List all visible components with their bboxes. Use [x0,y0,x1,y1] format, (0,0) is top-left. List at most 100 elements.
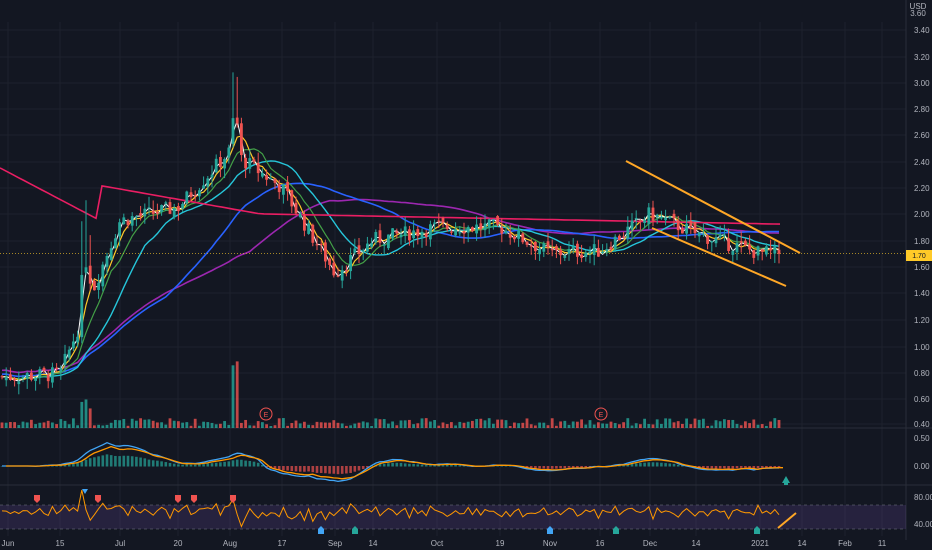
candle-body [513,236,516,240]
candle-body [672,213,676,219]
candle-body [647,207,651,225]
macd-histogram-bar [67,464,71,467]
candle-body [387,234,390,249]
macd-histogram-bar [261,464,264,467]
candle-body [592,244,596,256]
volume-bar [546,425,550,428]
volume-bar [261,422,264,428]
volume-bar [55,424,58,428]
macd-histogram-bar [235,459,239,467]
macd-histogram-bar [147,459,151,467]
candle-body [437,220,441,222]
candle-body [223,159,226,169]
volume-bar [391,421,394,428]
rsi-sell-marker-icon [34,495,40,503]
macd-histogram-bar [126,455,130,467]
macd-histogram-bar [739,466,743,468]
macd-histogram-bar [504,465,508,467]
volume-bar [130,418,134,428]
macd-histogram-bar [307,466,310,472]
macd-histogram-bar [265,466,268,468]
volume-bar [160,422,163,428]
volume-bar [483,420,487,428]
y-tick-label: 2.00 [914,210,930,219]
volume-bar [198,425,201,428]
rsi-sell-marker-icon [95,495,101,503]
volume-bar [424,418,428,428]
current-price-badge [906,250,932,261]
macd-histogram-bar [84,459,88,467]
candle-body [101,264,105,287]
macd-histogram-bar [676,464,680,467]
volume-bar [101,425,105,428]
macd-histogram-bar [168,462,172,467]
volume-bar [475,419,478,428]
volume-bar [756,424,760,428]
candle-body [366,243,369,252]
volume-bar [46,420,50,428]
volume-bar [256,421,260,428]
candle-body [357,245,361,255]
candle-body [693,221,697,233]
volume-bar [445,424,449,428]
macd-histogram-bar [55,465,58,467]
macd-histogram-bar [403,463,407,467]
x-tick-label: Jul [115,539,125,548]
candle-body [361,250,365,252]
volume-bar [685,418,688,428]
y-tick-label: 2.60 [914,131,930,140]
macd-histogram-bar [248,461,252,467]
macd-histogram-bar [219,462,222,467]
volume-bar [773,418,777,428]
volume-bar [378,419,382,428]
candle-body [214,158,218,173]
macd-histogram-bar [252,461,256,467]
volume-bar [748,423,751,428]
volume-bar [93,425,96,428]
candle-body [193,195,197,197]
macd-histogram-bar [508,465,512,467]
candle-body [59,368,63,372]
y-tick-label: 1.40 [914,289,930,298]
candle-body [370,243,373,247]
candle-body [702,233,705,235]
volume-bar [51,422,54,428]
x-tick-label: Aug [223,539,237,548]
macd-histogram-bar [744,466,747,468]
volume-bar [282,418,285,428]
candle-body [433,222,436,224]
volume-bar [542,422,546,428]
volume-bar [80,401,84,428]
macd-histogram-bar [256,462,260,467]
volume-bar [374,418,378,428]
volume-bar [4,422,8,428]
y-tick-label: 2.20 [914,184,930,193]
volume-bar [387,423,390,428]
volume-bar [643,418,646,428]
macd-histogram-bar [563,466,567,469]
candle-body [349,254,352,272]
candle-body [80,274,84,338]
candle-body [420,231,424,239]
volume-bar [177,421,180,428]
volume-bar [567,424,571,428]
macd-histogram-bar [618,465,621,467]
volume-bar [315,421,319,428]
candle-body [399,234,403,238]
macd-histogram-bar [445,464,449,467]
candle-body [765,246,768,255]
trendline-lower [651,227,787,287]
macd-histogram-bar [710,466,714,469]
candle-body [416,229,420,237]
top-price-label: 3.60 [910,9,926,18]
volume-bar [84,399,88,428]
volume-bar [219,423,222,428]
volume-bar [584,424,588,428]
candle-body [135,216,138,218]
candle-body [496,216,499,225]
macd-histogram-bar [655,462,659,467]
volume-bar [420,418,424,428]
candle-body [185,191,189,204]
volume-bar [286,425,289,428]
